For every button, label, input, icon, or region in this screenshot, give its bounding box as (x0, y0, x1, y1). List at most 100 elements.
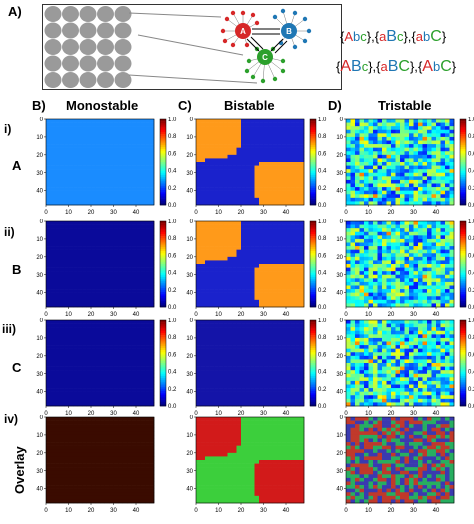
heatmap-cell (268, 144, 273, 148)
heatmap-cell (232, 327, 237, 332)
heatmap-cell (359, 176, 365, 181)
heatmap-cell (131, 253, 137, 258)
heatmap-cell (100, 264, 105, 268)
row-1-roman: i) (4, 122, 12, 136)
heatmap-cell (245, 165, 251, 170)
heatmap-cell (268, 231, 273, 236)
heatmap-cell (400, 256, 405, 261)
heatmap-cell (268, 264, 273, 268)
colorbar-segment (460, 229, 466, 233)
heatmap-cell (418, 126, 423, 131)
heatmap-cell (236, 355, 242, 360)
heatmap-cell (427, 246, 432, 250)
heatmap-cell (68, 299, 74, 304)
heatmap-cell (227, 281, 233, 286)
heatmap-cell (277, 129, 282, 134)
heatmap-cell (368, 154, 374, 159)
colorbar-segment (160, 194, 166, 197)
heatmap-cell (436, 296, 441, 301)
heatmap-cell (400, 122, 405, 127)
heatmap-cell (377, 187, 383, 191)
colorbar-tick-label: 0.2 (168, 288, 177, 294)
heatmap-cell (127, 296, 132, 301)
heatmap-cell (118, 172, 123, 177)
heatmap-cell (59, 176, 65, 181)
colorbar-segment (160, 281, 166, 284)
heatmap-cell (427, 231, 432, 236)
heatmap-cell (382, 194, 387, 199)
heatmap-cell (259, 352, 264, 357)
colorbar-segment (310, 229, 316, 233)
heatmap-cell (281, 337, 287, 342)
heatmap-cell (46, 256, 51, 261)
heatmap-cell (86, 384, 92, 389)
heatmap-cell (214, 136, 219, 141)
heatmap-cell (100, 246, 105, 250)
heatmap-cell (445, 133, 450, 138)
heatmap-cell (100, 147, 105, 152)
heatmap-cell (122, 380, 128, 385)
heatmap-cell (382, 296, 387, 301)
heatmap-cell (259, 281, 264, 286)
heatmap-cell (109, 129, 114, 134)
colorbar-segment (160, 136, 166, 139)
heatmap-cell (355, 179, 360, 184)
heatmap-cell (400, 183, 405, 188)
colorbar-segment (310, 129, 316, 133)
heatmap-cell (263, 172, 269, 177)
heatmap-cell (409, 264, 414, 268)
heatmap-cell (377, 133, 383, 138)
heatmap-cell (127, 285, 132, 290)
colorbar-segment (310, 177, 316, 180)
heatmap-cell (145, 165, 150, 170)
heatmap-cell (245, 129, 251, 134)
heatmap-cell (427, 235, 432, 240)
heatmap-cell (250, 334, 255, 339)
heatmap-cell (118, 366, 123, 371)
heatmap-cell (268, 194, 273, 199)
heatmap-cell (445, 140, 450, 145)
heatmap-cell (205, 264, 210, 268)
heatmap-cell (386, 183, 392, 188)
heatmap-cell (127, 194, 132, 199)
heatmap-cell (368, 299, 374, 304)
heatmap-cell (55, 119, 60, 123)
heatmap-cell (196, 201, 201, 206)
heatmap-cell (149, 133, 155, 138)
colorbar-segment (310, 227, 316, 230)
heatmap-cell (431, 194, 437, 199)
heatmap-cell (259, 256, 264, 261)
heatmap-cell (50, 119, 56, 123)
heatmap-cell (281, 238, 287, 243)
heatmap-cell (350, 126, 356, 131)
heatmap-cell (91, 264, 96, 268)
heatmap-cell (59, 140, 65, 145)
heatmap-cell (281, 228, 287, 233)
heatmap-cell (205, 140, 210, 145)
heatmap-cell (77, 341, 83, 346)
heatmap-cell (431, 169, 437, 174)
heatmap-cell (68, 267, 74, 272)
node-circle (235, 23, 251, 39)
heatmap-cell (391, 165, 396, 170)
heatmap-cell (445, 151, 450, 156)
heatmap-cell (391, 260, 396, 265)
heatmap-cell (68, 352, 74, 357)
heatmap-cell (373, 158, 378, 163)
heatmap-cell (346, 126, 351, 131)
heatmap-cell (409, 122, 414, 127)
heatmap-cell (205, 370, 210, 375)
heatmap-cell (250, 327, 255, 332)
heatmap-cell (82, 323, 87, 328)
heatmap-cell (232, 122, 237, 127)
heatmap-cell (431, 183, 437, 188)
heatmap-cell (431, 201, 437, 206)
heatmap-cell (50, 129, 56, 134)
heatmap-cell (55, 162, 60, 166)
heatmap-cell (131, 337, 137, 342)
heatmap-cell (59, 224, 65, 229)
heatmap-cell (113, 271, 119, 276)
heatmap-cell (236, 323, 242, 328)
heatmap-cell (409, 154, 414, 159)
heatmap-cell (259, 136, 264, 141)
